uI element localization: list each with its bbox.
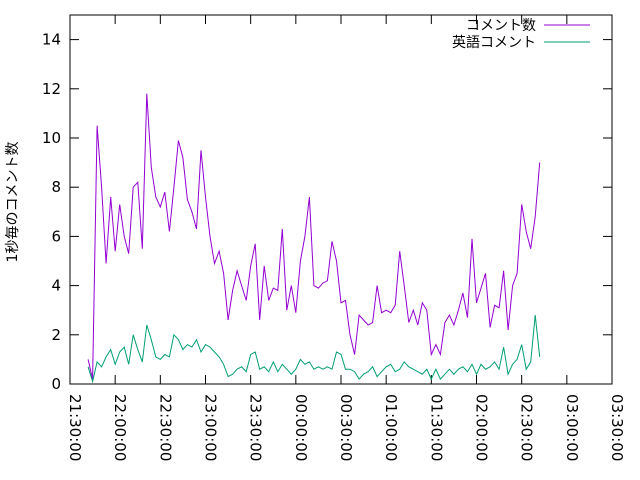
x-tick-label: 21:30:00 <box>66 394 84 461</box>
y-axis-title: 1秒毎のコメント数 <box>5 142 21 263</box>
legend-label-2: 英語コメント <box>452 34 536 51</box>
y-tick-label: 2 <box>51 326 61 344</box>
x-tick-label: 03:00:00 <box>563 394 581 461</box>
plot-area <box>69 14 613 385</box>
y-tick-label: 12 <box>42 80 61 98</box>
y-tick-label: 10 <box>42 129 61 147</box>
x-tick-label: 02:30:00 <box>518 394 536 461</box>
y-tick-label: 6 <box>51 227 61 245</box>
plot-border <box>69 14 613 385</box>
series-lines <box>87 93 541 384</box>
legend-label-1: コメント数 <box>466 18 536 34</box>
y-tick-label: 4 <box>51 277 61 295</box>
series-line-2 <box>87 315 541 384</box>
y-tick-label: 8 <box>51 178 61 196</box>
series-line-1 <box>87 93 541 380</box>
y-axis: 0 2 4 6 8 10 12 14 <box>42 31 612 393</box>
x-tick-label: 02:00:00 <box>473 394 491 461</box>
x-tick-label: 22:00:00 <box>111 394 129 461</box>
x-axis: 21:30:00 22:00:00 22:30:00 23:00:00 23:30:00… <box>66 15 626 461</box>
x-tick-label: 00:30:00 <box>337 394 355 461</box>
x-tick-label: 23:00:00 <box>202 394 220 461</box>
x-tick-label: 01:30:00 <box>427 394 445 461</box>
y-tick-label: 14 <box>42 31 61 49</box>
x-tick-label: 01:00:00 <box>382 394 400 461</box>
x-tick-label: 22:30:00 <box>156 394 174 461</box>
y-tick-label: 0 <box>51 375 61 393</box>
x-tick-label: 23:30:00 <box>247 394 265 461</box>
x-tick-label: 00:00:00 <box>292 394 310 461</box>
x-tick-label: 03:30:00 <box>608 394 626 461</box>
